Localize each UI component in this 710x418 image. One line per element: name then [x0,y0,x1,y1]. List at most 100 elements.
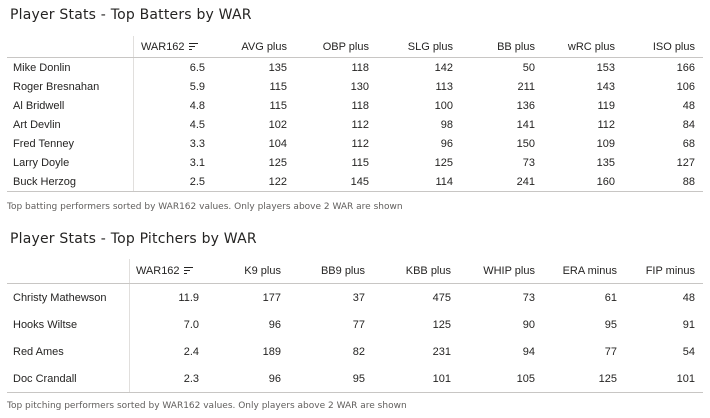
stat-cell: 141 [516,118,535,131]
stat-cell: 104 [268,137,287,150]
column-header[interactable]: OBP plus [295,36,377,58]
stat-cell: 150 [516,137,535,150]
column-header-label: WHIP plus [483,265,535,277]
player-name-cell: Red Ames [13,345,64,358]
column-header[interactable]: ISO plus [623,36,703,58]
column-header[interactable]: KBB plus [373,259,459,284]
pitchers-body: Christy Mathewson 11.9 177 37 475 73 61 48 Hooks… [7,283,703,393]
stat-cell: 142 [434,61,453,74]
stat-cell: 82 [352,345,365,358]
stat-cell: 115 [269,99,287,112]
table-row: Red Ames 2.4 189 82 231 94 77 54 [7,338,703,365]
stat-cell: 127 [676,156,695,169]
stat-cell: 125 [432,318,451,331]
stat-cell: 4.8 [132,96,213,115]
stat-cell: 125 [434,156,453,169]
stat-cell: 106 [676,80,695,93]
stat-cell: 112 [597,118,615,131]
table-row: Roger Bresnahan 5.9 115 130 113 211 143 106 [7,77,703,96]
stat-cell: 130 [350,80,369,93]
stat-cell: 118 [351,99,369,112]
pitchers-table: WAR162 K9 plus BB9 plus KBB plus WHIP plus ER… [7,259,703,393]
column-header-label: K9 plus [244,265,281,277]
player-name-cell: Roger Bresnahan [13,80,100,93]
table-row: Fred Tenney 3.3 104 112 96 150 109 68 [7,134,703,153]
stat-cell: 68 [682,137,695,150]
column-header[interactable]: BB plus [461,36,543,58]
column-header[interactable]: WAR162 [128,259,207,284]
stat-cell: 2.5 [132,172,213,192]
stat-cell: 3.3 [132,134,213,153]
stat-cell: 143 [596,80,615,93]
column-header-label: SLG plus [407,40,453,53]
stat-cell: 96 [440,137,453,150]
batters-header-row: WAR162 AVG plus OBP plus SLG plus BB plus wRC… [7,36,703,58]
column-header[interactable]: ERA minus [543,259,625,284]
stat-cell: 2.4 [128,338,207,365]
column-header[interactable]: wRC plus [543,36,623,58]
player-name-cell: Larry Doyle [13,156,70,169]
stat-cell: 88 [623,172,703,192]
stat-cell: 73 [522,291,535,304]
stat-cell: 94 [522,345,535,358]
column-header[interactable]: FIP minus [625,259,703,284]
stat-cell: 50 [522,61,535,74]
stat-cell: 96 [268,318,281,331]
stat-cell: 5.9 [132,77,213,96]
name-column-header[interactable] [7,36,133,58]
batters-body: Mike Donlin 6.5 135 118 142 50 153 166 Roger Bre… [7,57,703,192]
column-header[interactable]: WHIP plus [459,259,543,284]
column-header-label: ERA minus [562,265,617,277]
player-name-cell: Buck Herzog [7,172,133,192]
sort-descending-icon[interactable] [183,267,193,275]
stat-cell: 160 [543,172,623,192]
batters-table: WAR162 AVG plus OBP plus SLG plus BB plus wRC… [7,36,703,192]
column-header-label: OBP plus [322,40,369,53]
pitchers-caption: Top pitching performers sorted by WAR162… [7,401,407,411]
player-name-cell: Al Bridwell [13,99,65,112]
column-header-label: BB9 plus [320,265,365,277]
stat-cell: 91 [682,318,695,331]
stat-cell: 48 [682,99,695,112]
pitchers-header-row: WAR162 K9 plus BB9 plus KBB plus WHIP plus ER… [7,259,703,284]
stat-cell: 6.5 [132,57,213,77]
column-header-label: wRC plus [567,40,615,53]
table-row: Doc Crandall 2.3 96 95 101 105 125 101 [7,365,703,393]
stat-cell: 475 [432,291,451,304]
stat-cell: 95 [289,365,373,393]
stat-cell: 135 [268,61,287,74]
stat-cell: 189 [262,345,281,358]
stat-cell: 48 [682,291,695,304]
batters-title: Player Stats - Top Batters by WAR [10,7,252,23]
column-header-label: BB plus [497,40,535,53]
stat-cell: 73 [522,156,535,169]
stat-cell: 77 [604,345,617,358]
column-header-label: WAR162 [135,265,180,277]
stat-cell: 37 [352,291,365,304]
stat-cell: 100 [434,99,453,112]
stat-cell: 115 [351,156,369,169]
player-name-cell: Fred Tenney [13,137,74,150]
column-header[interactable]: K9 plus [207,259,289,284]
column-header-label: WAR162 [140,40,185,53]
column-header-label: AVG plus [241,40,287,53]
stat-cell: 3.1 [132,153,213,172]
stat-cell: 177 [262,291,281,304]
player-name-cell: Christy Mathewson [13,291,107,304]
column-header[interactable]: WAR162 [132,36,213,58]
sort-descending-icon[interactable] [188,42,198,51]
stat-cell: 109 [596,137,615,150]
column-header[interactable]: BB9 plus [289,259,373,284]
stat-cell: 122 [213,172,295,192]
stat-cell: 231 [432,345,451,358]
pitchers-title: Player Stats - Top Pitchers by WAR [10,231,257,247]
column-header[interactable]: AVG plus [213,36,295,58]
player-name-cell: Doc Crandall [7,365,129,393]
column-header[interactable]: SLG plus [377,36,461,58]
stat-cell: 112 [351,118,369,131]
stat-cell: 7.0 [128,311,207,338]
stat-cell: 101 [373,365,459,393]
player-name-cell: Hooks Wiltse [13,318,78,331]
stat-cell: 96 [207,365,289,393]
name-column-header[interactable] [7,259,129,284]
